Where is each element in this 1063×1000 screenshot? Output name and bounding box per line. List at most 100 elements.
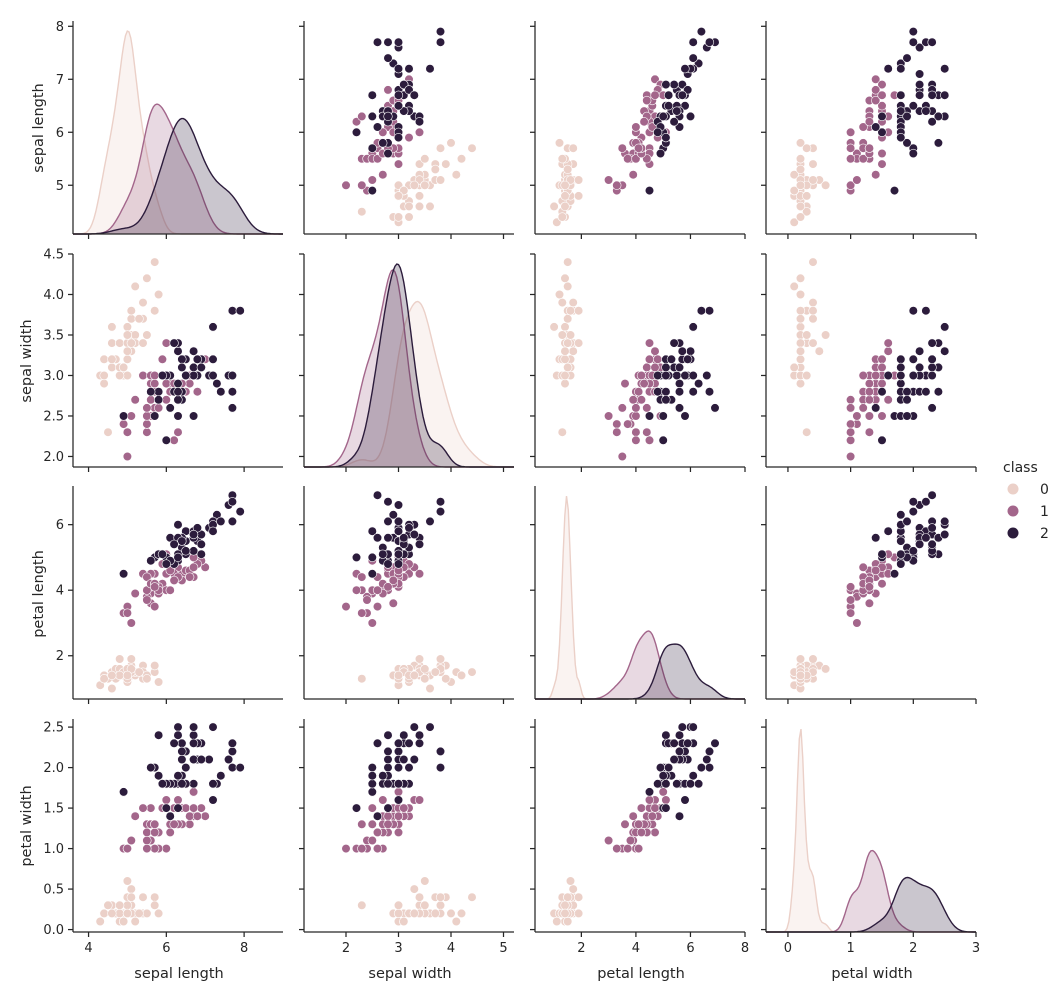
point-0-24 (414, 654, 425, 664)
point-2-40 (674, 362, 685, 373)
point-2-9 (940, 64, 950, 74)
point-1-32 (628, 395, 638, 405)
point-2-19 (658, 435, 668, 445)
xtick-label: 4 (84, 941, 92, 956)
point-1-45 (636, 827, 647, 838)
point-0-24 (573, 191, 584, 201)
point-2-29 (393, 64, 404, 74)
point-2-6 (644, 787, 655, 797)
point-1-49 (864, 387, 875, 397)
point-2-42 (378, 138, 388, 148)
point-2-28 (383, 754, 393, 765)
point-2-7 (896, 510, 906, 520)
point-2-33 (661, 803, 671, 813)
panel-0-1 (299, 21, 514, 239)
point-0-15 (467, 667, 477, 677)
point-0-33 (560, 273, 570, 283)
point-2-36 (414, 730, 425, 740)
point-1-36 (650, 90, 660, 100)
point-2-39 (914, 539, 925, 549)
point-2-8 (189, 411, 199, 421)
point-2-45 (927, 90, 937, 100)
point-1-43 (122, 843, 132, 854)
point-1-29 (150, 843, 160, 854)
point-1-21 (631, 122, 641, 132)
point-2-49 (157, 370, 167, 381)
point-2-33 (877, 387, 887, 397)
point-2-29 (208, 526, 218, 536)
point-2-49 (896, 370, 906, 381)
ytick-label: 2.5 (43, 409, 64, 424)
point-0-37 (118, 362, 129, 373)
point-0-36 (142, 908, 152, 919)
point-2-35 (227, 738, 237, 748)
panel-3-2: 2 4 6 8 (530, 719, 749, 956)
point-0-4 (122, 322, 132, 332)
point-0-31 (414, 892, 425, 902)
xtick-label: 1 (846, 941, 854, 956)
point-2-18 (927, 403, 937, 413)
point-0-43 (565, 330, 576, 340)
point-2-31 (696, 762, 707, 773)
point-0-6 (107, 338, 117, 348)
point-1-9 (130, 395, 140, 405)
point-0-30 (115, 908, 125, 919)
point-2-5 (393, 500, 404, 510)
point-2-33 (383, 803, 393, 813)
point-2-47 (908, 101, 918, 111)
point-1-35 (161, 338, 171, 348)
point-1-10 (617, 451, 627, 462)
point-2-47 (181, 546, 191, 556)
point-2-22 (383, 762, 393, 773)
point-2-30 (383, 53, 393, 63)
point-2-46 (658, 411, 668, 421)
point-1-29 (372, 843, 383, 854)
point-0-48 (430, 667, 440, 677)
point-2-5 (914, 42, 925, 53)
point-2-43 (404, 738, 414, 748)
point-2-0 (173, 520, 183, 530)
point-1-12 (351, 585, 362, 595)
point-2-49 (661, 779, 671, 789)
point-2-29 (883, 64, 893, 74)
point-0-16 (557, 298, 567, 308)
ytick-label: 2.0 (43, 761, 64, 776)
point-2-43 (192, 354, 202, 364)
point-1-33 (661, 795, 671, 805)
point-0-31 (808, 338, 818, 348)
point-1-15 (642, 362, 652, 373)
point-0-43 (820, 664, 831, 674)
point-2-31 (235, 762, 245, 773)
point-2-44 (940, 346, 950, 356)
point-2-25 (896, 64, 906, 74)
point-0-45 (115, 370, 125, 381)
point-2-34 (871, 122, 881, 132)
point-0-15 (150, 892, 160, 902)
point-0-42 (99, 674, 109, 684)
point-1-10 (341, 180, 351, 190)
point-1-40 (858, 154, 868, 164)
panel-0-2 (530, 21, 746, 239)
point-2-4 (393, 746, 404, 757)
point-2-41 (661, 362, 671, 373)
point-2-6 (367, 186, 377, 196)
point-2-42 (661, 395, 671, 405)
point-0-41 (802, 207, 812, 217)
point-2-32 (674, 387, 685, 397)
point-0-45 (802, 370, 812, 381)
point-2-29 (680, 64, 690, 74)
point-2-22 (908, 497, 918, 507)
point-2-35 (927, 37, 937, 47)
point-2-19 (351, 803, 362, 813)
point-1-12 (631, 435, 641, 445)
point-2-47 (663, 762, 674, 773)
point-2-41 (927, 362, 937, 373)
point-0-43 (820, 330, 831, 340)
point-1-47 (639, 117, 649, 127)
point-1-29 (617, 143, 627, 153)
point-2-18 (227, 403, 237, 413)
point-0-32 (563, 281, 573, 292)
point-2-45 (393, 90, 404, 100)
point-1-3 (631, 427, 641, 437)
